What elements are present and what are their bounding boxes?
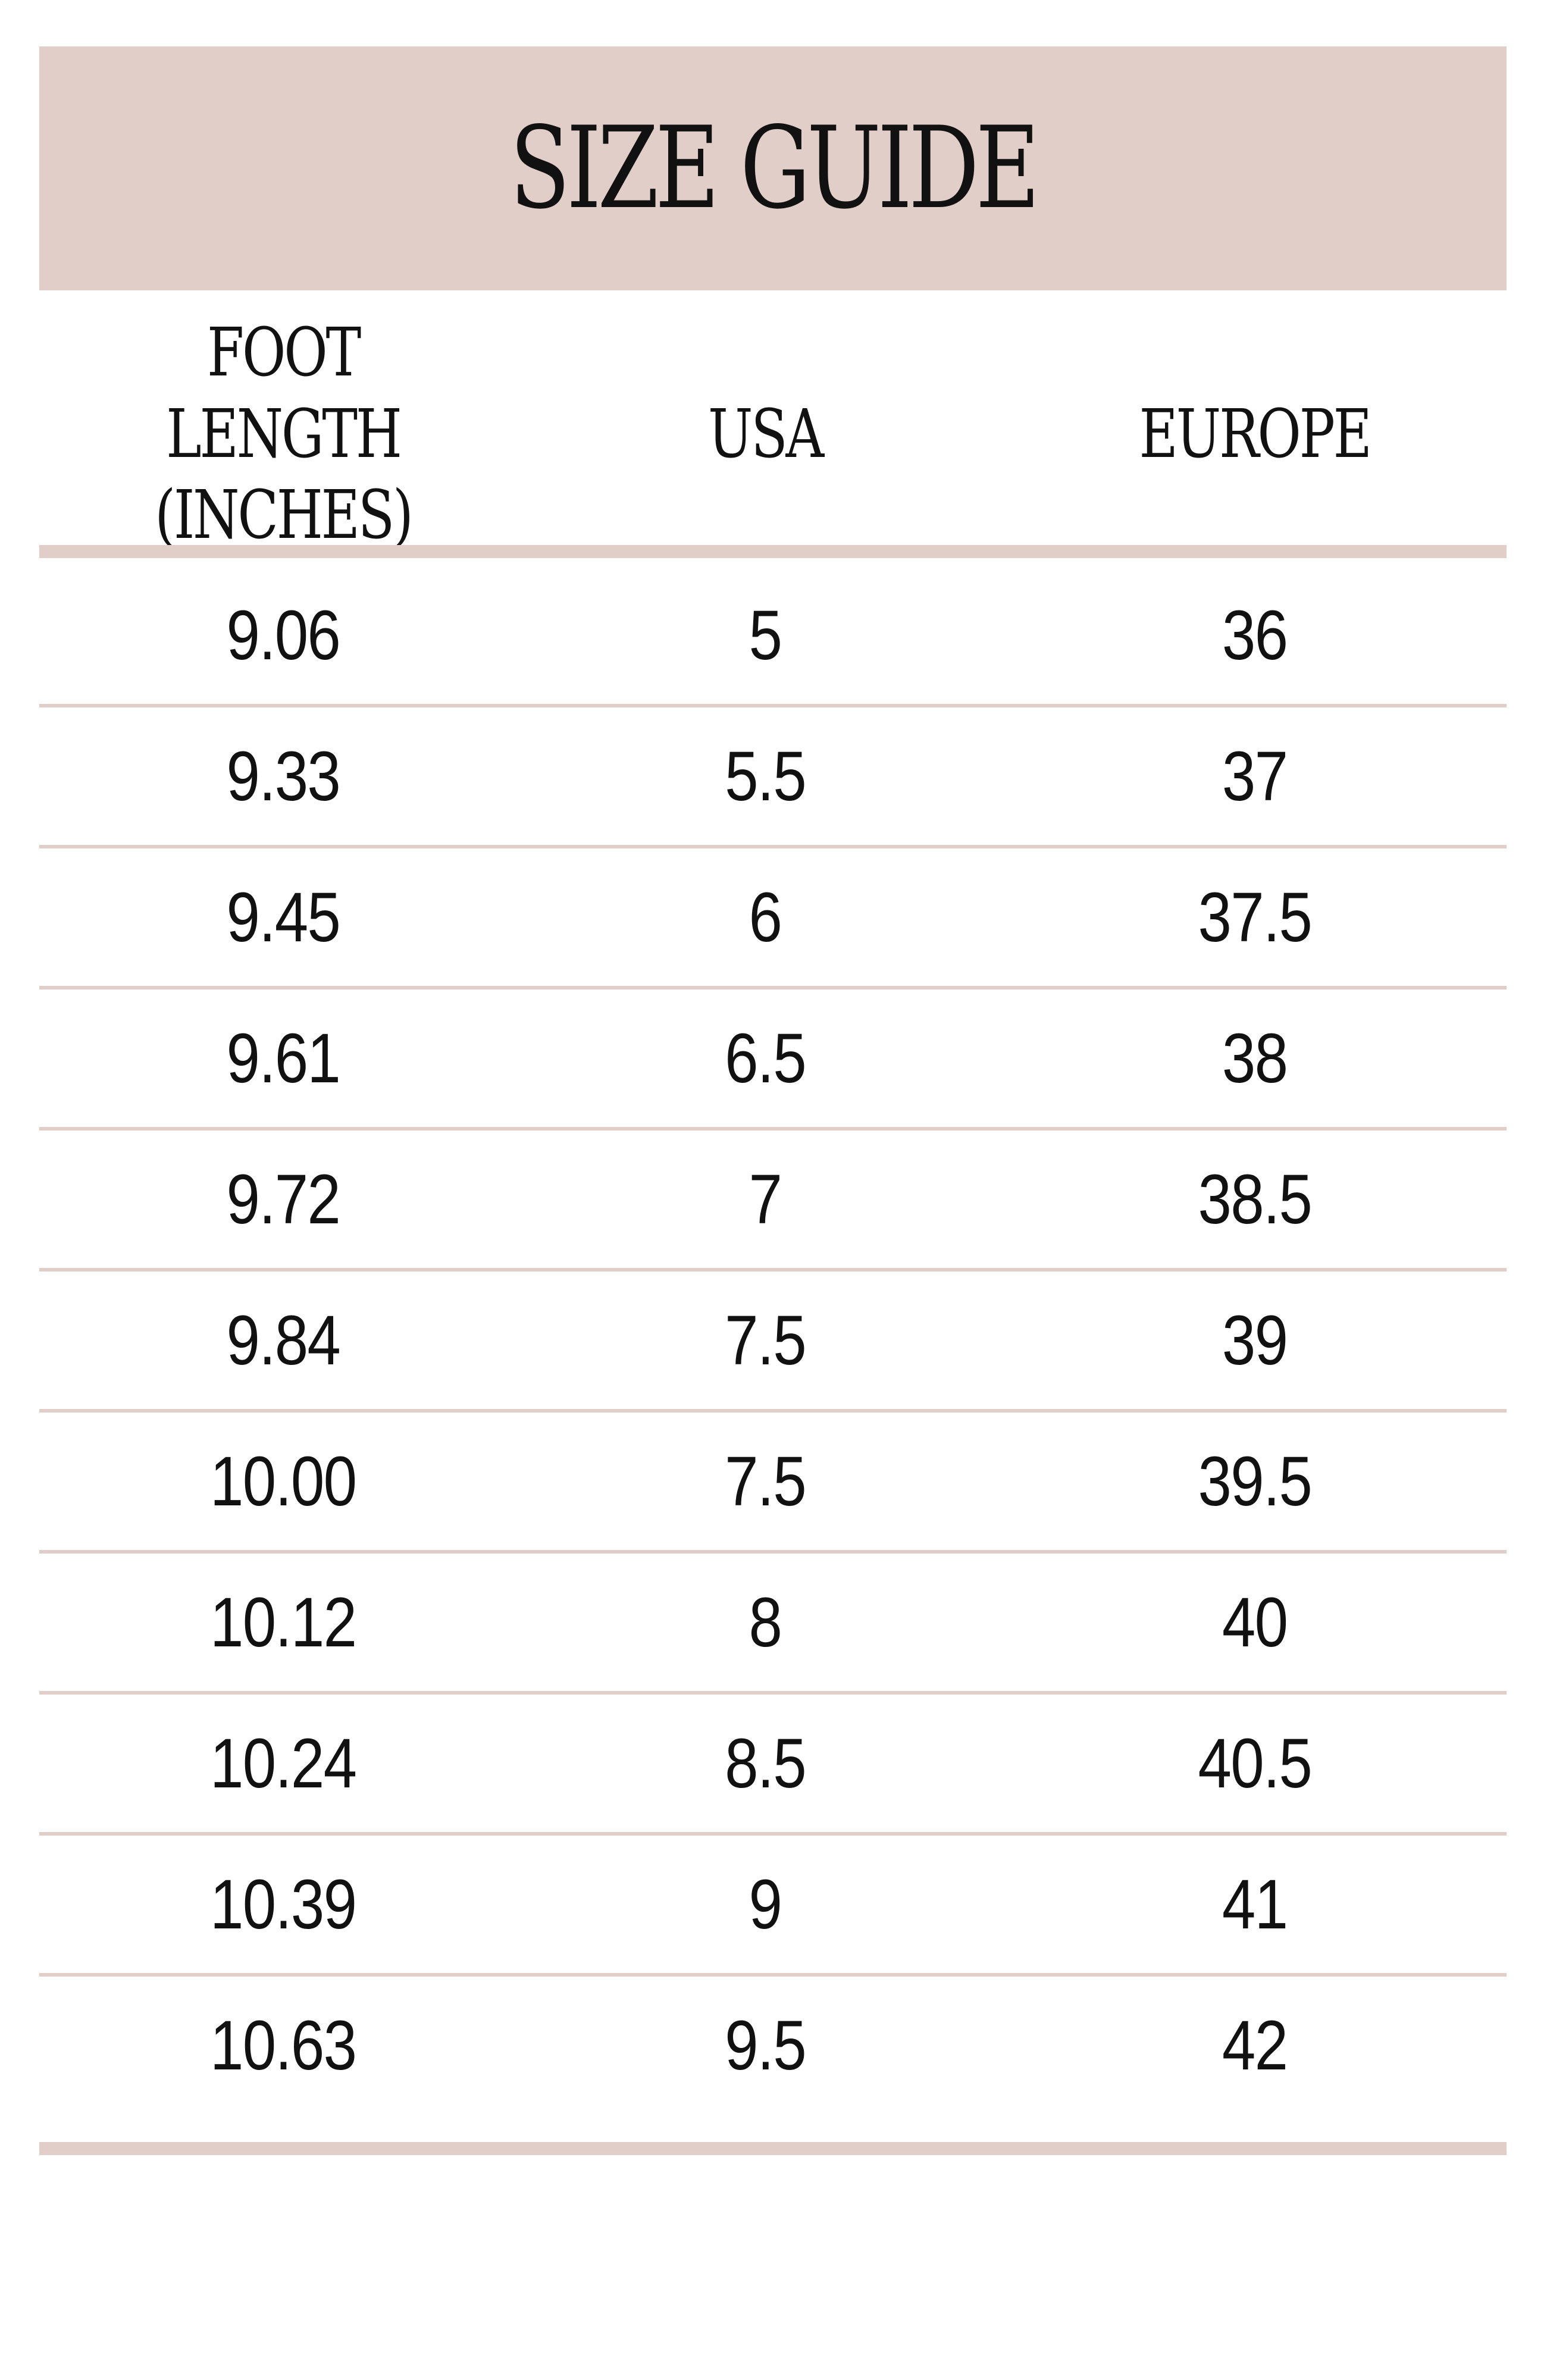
europe-size-cell: 38: [1003, 989, 1507, 1127]
table-row: 10.12 8 40: [39, 1554, 1507, 1695]
foot-length-cell-value: 10.00: [210, 1442, 357, 1521]
europe-size-cell-value: 38: [1222, 1019, 1288, 1098]
foot-length-cell-value: 10.39: [210, 1865, 357, 1944]
foot-length-cell: 9.72: [39, 1130, 527, 1268]
europe-size-cell: 37.5: [1003, 848, 1507, 986]
table-row: 10.63 9.5 42: [39, 1977, 1507, 2118]
table-row: 9.72 7 38.5: [39, 1130, 1507, 1272]
usa-size-cell: 8.5: [527, 1695, 1003, 1832]
header-divider: [39, 545, 1507, 558]
europe-size-cell: 38.5: [1003, 1130, 1507, 1268]
usa-size-cell: 7: [527, 1130, 1003, 1268]
usa-size-cell: 6.5: [527, 989, 1003, 1127]
foot-length-cell: 9.61: [39, 989, 527, 1127]
usa-size-cell: 7.5: [527, 1413, 1003, 1550]
usa-size-cell-value: 5.5: [725, 737, 807, 816]
europe-size-cell-value: 37.5: [1198, 878, 1313, 957]
foot-length-cell: 10.39: [39, 1836, 527, 1973]
usa-size-cell-value: 7: [749, 1160, 782, 1239]
title-banner: SIZE GUIDE: [39, 46, 1507, 290]
foot-length-cell-value: 9.45: [226, 878, 341, 957]
page-title: SIZE GUIDE: [509, 102, 1040, 234]
usa-size-cell-value: 6.5: [725, 1019, 807, 1098]
foot-length-cell-value: 9.72: [226, 1160, 341, 1239]
europe-size-cell-value: 40.5: [1198, 1724, 1313, 1803]
table-row: 9.61 6.5 38: [39, 989, 1507, 1130]
foot-length-cell: 10.00: [39, 1413, 527, 1550]
europe-size-cell-value: 39: [1222, 1301, 1288, 1380]
europe-size-cell: 41: [1003, 1836, 1507, 1973]
europe-size-cell: 40: [1003, 1554, 1507, 1691]
usa-size-cell-value: 8.5: [725, 1724, 807, 1803]
europe-size-cell: 37: [1003, 707, 1507, 845]
column-header-usa: USA: [527, 333, 1003, 536]
usa-size-cell: 5: [527, 566, 1003, 704]
table-row: 9.84 7.5 39: [39, 1272, 1507, 1413]
europe-size-cell: 39: [1003, 1272, 1507, 1409]
usa-size-cell-value: 9: [749, 1865, 782, 1944]
foot-length-cell-value: 9.33: [226, 737, 341, 816]
usa-size-cell: 5.5: [527, 707, 1003, 845]
foot-length-cell: 10.63: [39, 1977, 527, 2114]
usa-size-cell-value: 7.5: [725, 1301, 807, 1380]
europe-size-cell: 39.5: [1003, 1413, 1507, 1550]
europe-size-cell-value: 41: [1222, 1865, 1288, 1944]
foot-length-cell-value: 9.84: [226, 1301, 341, 1380]
usa-size-cell: 9: [527, 1836, 1003, 1973]
table-row: 10.00 7.5 39.5: [39, 1413, 1507, 1554]
column-header-europe-label: EUROPE: [1139, 395, 1373, 473]
usa-size-cell: 6: [527, 848, 1003, 986]
usa-size-cell-value: 6: [749, 878, 782, 957]
usa-size-cell: 8: [527, 1554, 1003, 1691]
table-header: FOOT LENGTH (INCHES) USA EUROPE: [39, 314, 1507, 554]
usa-size-cell-value: 9.5: [725, 2006, 807, 2085]
usa-size-cell-value: 7.5: [725, 1442, 807, 1521]
europe-size-cell-value: 37: [1222, 737, 1288, 816]
foot-length-cell-value: 10.12: [210, 1583, 357, 1662]
europe-size-cell: 40.5: [1003, 1695, 1507, 1832]
foot-length-cell: 9.06: [39, 566, 527, 704]
usa-size-cell: 9.5: [527, 1977, 1003, 2114]
table-row: 10.24 8.5 40.5: [39, 1695, 1507, 1836]
column-header-usa-label: USA: [708, 395, 824, 473]
europe-size-cell: 36: [1003, 566, 1507, 704]
foot-length-cell-value: 10.63: [210, 2006, 357, 2085]
usa-size-cell: 7.5: [527, 1272, 1003, 1409]
foot-length-cell: 9.45: [39, 848, 527, 986]
table-bottom-divider: [39, 2142, 1507, 2155]
foot-length-cell: 10.24: [39, 1695, 527, 1832]
europe-size-cell: 42: [1003, 1977, 1507, 2114]
column-header-foot-length-label: FOOT LENGTH (INCHES): [155, 314, 414, 555]
table-row: 9.33 5.5 37: [39, 707, 1507, 848]
europe-size-cell-value: 36: [1222, 596, 1288, 675]
usa-size-cell-value: 5: [749, 596, 782, 675]
europe-size-cell-value: 40: [1222, 1583, 1288, 1662]
europe-size-cell-value: 39.5: [1198, 1442, 1313, 1521]
table-row: 10.39 9 41: [39, 1836, 1507, 1977]
table-row: 9.45 6 37.5: [39, 848, 1507, 989]
size-table-body: 9.06 5 36 9.33 5.5 37 9.45 6 37.5 9.61 6.5 38 9.72 7 3…: [39, 566, 1507, 2118]
column-header-europe: EUROPE: [1003, 333, 1507, 536]
foot-length-cell: 10.12: [39, 1554, 527, 1691]
table-row: 9.06 5 36: [39, 566, 1507, 707]
foot-length-cell: 9.84: [39, 1272, 527, 1409]
usa-size-cell-value: 8: [749, 1583, 782, 1662]
column-header-foot-length: FOOT LENGTH (INCHES): [39, 314, 527, 554]
foot-length-cell-value: 9.06: [226, 596, 341, 675]
europe-size-cell-value: 42: [1222, 2006, 1288, 2085]
foot-length-cell-value: 9.61: [226, 1019, 341, 1098]
foot-length-cell-value: 10.24: [210, 1724, 357, 1803]
europe-size-cell-value: 38.5: [1198, 1160, 1313, 1239]
foot-length-cell: 9.33: [39, 707, 527, 845]
